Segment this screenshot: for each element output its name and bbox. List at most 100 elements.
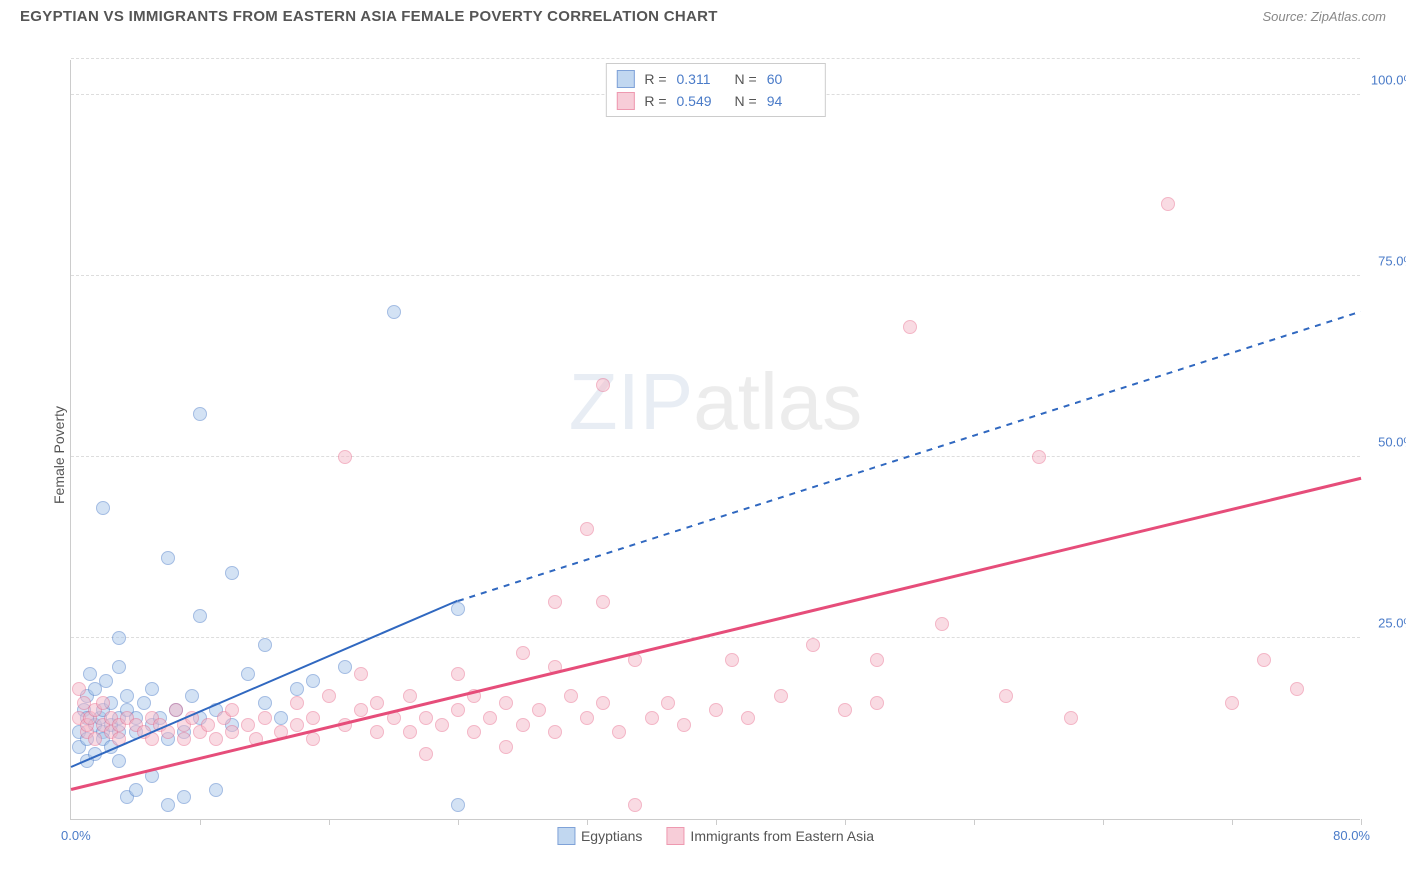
data-point xyxy=(274,711,288,725)
data-point xyxy=(403,689,417,703)
x-tick xyxy=(716,819,717,825)
data-point xyxy=(677,718,691,732)
y-axis-label: Female Poverty xyxy=(51,406,67,504)
data-point xyxy=(225,725,239,739)
data-point xyxy=(177,790,191,804)
chart-container: Female Poverty ZIPatlas R =0.311N =60R =… xyxy=(20,40,1390,870)
data-point xyxy=(201,718,215,732)
data-point xyxy=(999,689,1013,703)
data-point xyxy=(661,696,675,710)
watermark: ZIPatlas xyxy=(569,356,862,448)
data-point xyxy=(580,711,594,725)
y-tick-label: 50.0% xyxy=(1378,435,1406,450)
data-point xyxy=(451,602,465,616)
data-point xyxy=(338,450,352,464)
series-label: Immigrants from Eastern Asia xyxy=(690,828,874,844)
data-point xyxy=(451,667,465,681)
data-point xyxy=(467,725,481,739)
legend-row: R = 0.311 N = 60 xyxy=(616,68,814,90)
data-point xyxy=(403,725,417,739)
data-point xyxy=(1161,197,1175,211)
data-point xyxy=(99,674,113,688)
data-point xyxy=(499,740,513,754)
data-point xyxy=(306,732,320,746)
correlation-legend: R = 0.311 N = 60 R =0.549N =94 xyxy=(605,63,825,117)
legend-swatch xyxy=(557,827,575,845)
data-point xyxy=(1064,711,1078,725)
data-point xyxy=(370,725,384,739)
x-tick xyxy=(1361,819,1362,825)
data-point xyxy=(225,703,239,717)
data-point xyxy=(806,638,820,652)
data-point xyxy=(499,696,513,710)
series-legend-item: Immigrants from Eastern Asia xyxy=(666,827,874,845)
x-tick xyxy=(1103,819,1104,825)
data-point xyxy=(83,667,97,681)
y-tick-label: 75.0% xyxy=(1378,254,1406,269)
data-point xyxy=(185,689,199,703)
data-point xyxy=(258,696,272,710)
data-point xyxy=(1290,682,1304,696)
data-point xyxy=(209,783,223,797)
data-point xyxy=(193,609,207,623)
x-tick xyxy=(200,819,201,825)
data-point xyxy=(596,595,610,609)
data-point xyxy=(709,703,723,717)
gridline xyxy=(71,275,1360,276)
data-point xyxy=(112,754,126,768)
data-point xyxy=(387,305,401,319)
data-point xyxy=(241,718,255,732)
data-point xyxy=(354,667,368,681)
x-tick xyxy=(974,819,975,825)
legend-n-label: N = xyxy=(735,93,757,109)
y-tick-label: 100.0% xyxy=(1371,73,1406,88)
data-point xyxy=(903,320,917,334)
data-point xyxy=(596,378,610,392)
series-legend-item: Egyptians xyxy=(557,827,642,845)
data-point xyxy=(628,798,642,812)
data-point xyxy=(774,689,788,703)
data-point xyxy=(177,732,191,746)
legend-swatch xyxy=(616,70,634,88)
x-tick xyxy=(1232,819,1233,825)
data-point xyxy=(548,595,562,609)
legend-n-value: 60 xyxy=(767,71,815,87)
chart-title: EGYPTIAN VS IMMIGRANTS FROM EASTERN ASIA… xyxy=(20,8,718,25)
data-point xyxy=(112,660,126,674)
legend-n-label: N = xyxy=(735,71,757,87)
data-point xyxy=(1225,696,1239,710)
data-point xyxy=(169,703,183,717)
data-point xyxy=(838,703,852,717)
data-point xyxy=(161,551,175,565)
data-point xyxy=(145,682,159,696)
data-point xyxy=(306,711,320,725)
data-point xyxy=(419,711,433,725)
x-axis-max-label: 80.0% xyxy=(1333,828,1370,843)
data-point xyxy=(290,696,304,710)
source-attribution: Source: ZipAtlas.com xyxy=(1262,9,1386,24)
legend-row: R =0.549N =94 xyxy=(616,90,814,112)
x-tick xyxy=(329,819,330,825)
series-legend: Egyptians Immigrants from Eastern Asia xyxy=(557,827,874,845)
data-point xyxy=(354,703,368,717)
data-point xyxy=(516,646,530,660)
data-point xyxy=(96,696,110,710)
gridline xyxy=(71,58,1360,59)
legend-r-label: R = xyxy=(644,71,666,87)
plot-area: ZIPatlas R =0.311N =60R =0.549N =94 0.0%… xyxy=(70,60,1360,820)
data-point xyxy=(516,718,530,732)
x-tick xyxy=(845,819,846,825)
legend-swatch xyxy=(616,92,634,110)
data-point xyxy=(241,667,255,681)
data-point xyxy=(564,689,578,703)
data-point xyxy=(290,718,304,732)
data-point xyxy=(870,653,884,667)
data-point xyxy=(645,711,659,725)
data-point xyxy=(209,732,223,746)
data-point xyxy=(1257,653,1271,667)
legend-r-value: 0.311 xyxy=(677,71,725,87)
data-point xyxy=(548,725,562,739)
data-point xyxy=(96,501,110,515)
series-label: Egyptians xyxy=(581,828,642,844)
data-point xyxy=(1032,450,1046,464)
